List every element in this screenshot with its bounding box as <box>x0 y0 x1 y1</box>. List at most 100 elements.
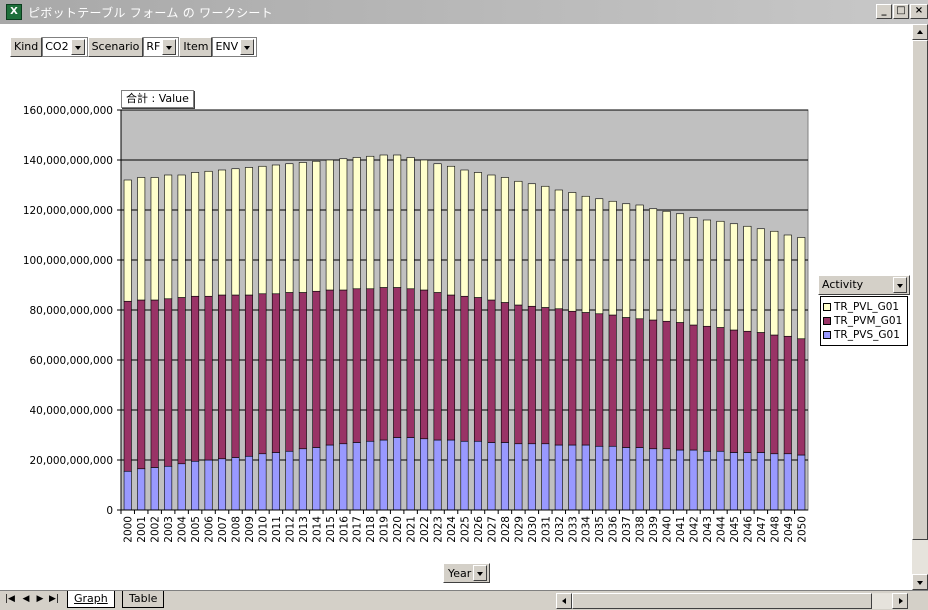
y-tick-label: 100,000,000,000 <box>23 255 113 267</box>
x-tick-label: 2002 <box>150 516 162 543</box>
bar-segment-pvl <box>298 162 307 293</box>
bar-segment-pvl <box>716 220 725 328</box>
x-tick-label: 2004 <box>177 516 189 543</box>
bar-segment-pvs <box>231 457 240 511</box>
tab-table[interactable]: Table <box>122 591 165 608</box>
bar-segment-pvl <box>123 179 132 302</box>
legend-label: TR_PVS_G01 <box>834 329 900 341</box>
y-tick-label: 160,000,000,000 <box>23 105 113 117</box>
legend-label: TR_PVL_G01 <box>834 301 900 313</box>
bar-segment-pvl <box>420 159 429 291</box>
bar-segment-pvl <box>676 213 685 323</box>
next-sheet-icon[interactable]: ▶ <box>36 594 44 604</box>
x-tick-label: 2044 <box>715 516 727 543</box>
bar-segment-pvs <box>218 458 227 511</box>
bar-segment-pvl <box>447 165 456 296</box>
y-tick-label: 120,000,000,000 <box>23 205 113 217</box>
x-tick-label: 2041 <box>675 516 687 543</box>
x-tick-label: 2038 <box>635 516 647 543</box>
x-tick-label: 2007 <box>217 516 229 543</box>
chevron-down-icon[interactable] <box>162 39 177 55</box>
bar-segment-pvl <box>231 168 240 296</box>
legend-label: TR_PVM_G01 <box>834 315 903 327</box>
y-tick-label: 140,000,000,000 <box>23 155 113 167</box>
tab-graph[interactable]: Graph <box>67 591 115 608</box>
filter-item-value: ENV <box>215 40 239 53</box>
bar-segment-pvm <box>797 338 806 456</box>
bar-segment-pvl <box>352 157 361 290</box>
x-tick-label: 2001 <box>136 516 148 543</box>
window-title: ピボットテーブル フォーム の ワークシート <box>28 6 273 20</box>
bar-segment-pvl <box>581 195 590 313</box>
bar-segment-pvs <box>541 443 550 511</box>
x-tick-label: 2037 <box>621 516 633 543</box>
scroll-right-arrow-icon[interactable] <box>892 593 908 609</box>
bar-segment-pvl <box>662 210 671 322</box>
bar-segment-pvl <box>393 154 402 288</box>
filter-kind-label[interactable]: Kind <box>10 37 43 57</box>
restore-button[interactable]: □ <box>893 4 909 19</box>
x-tick-label: 2000 <box>123 516 135 543</box>
bar-segment-pvs <box>379 439 388 511</box>
vertical-scroll-thumb[interactable] <box>912 40 928 540</box>
bar-segment-pvs <box>689 449 698 511</box>
bar-segment-pvl <box>649 208 658 321</box>
horizontal-scrollbar[interactable] <box>556 593 908 609</box>
bar-segment-pvm <box>352 288 361 443</box>
bar-segment-pvm <box>420 289 429 440</box>
chevron-down-icon[interactable] <box>893 277 907 293</box>
bar-segment-pvs <box>298 448 307 511</box>
legend-item: TR_PVL_G01 <box>823 300 905 314</box>
filter-scenario-select[interactable]: RF <box>143 37 180 57</box>
filter-scenario-label[interactable]: Scenario <box>87 37 144 57</box>
chevron-down-icon[interactable] <box>240 39 255 55</box>
bar-segment-pvm <box>191 295 200 462</box>
bar-segment-pvl <box>258 165 267 295</box>
x-tick-label: 2017 <box>352 516 364 543</box>
bar-segment-pvl <box>702 219 711 327</box>
filter-item-label[interactable]: Item <box>179 37 213 57</box>
bar-segment-pvl <box>689 217 698 326</box>
year-field-button[interactable]: Year <box>443 563 491 583</box>
y-tick-label: 40,000,000,000 <box>30 405 114 417</box>
bar-segment-pvs <box>460 440 469 511</box>
bar-segment-pvm <box>393 287 402 438</box>
bar-segment-pvm <box>581 312 590 446</box>
x-tick-label: 2023 <box>433 516 445 543</box>
bar-segment-pvl <box>312 160 321 292</box>
first-sheet-icon[interactable]: |◀ <box>5 594 15 604</box>
filter-scenario-value: RF <box>146 40 161 53</box>
scroll-left-arrow-icon[interactable] <box>556 593 572 609</box>
horizontal-scroll-thumb[interactable] <box>572 593 872 609</box>
data-field-button[interactable]: 合計 : Value <box>121 90 194 108</box>
bar-segment-pvl <box>325 159 334 291</box>
chevron-down-icon[interactable] <box>70 39 85 55</box>
bar-segment-pvm <box>487 299 496 443</box>
bar-segment-pvm <box>473 297 482 442</box>
bar-segment-pvm <box>218 294 227 460</box>
bar-segment-pvl <box>379 154 388 288</box>
bar-segment-pvs <box>568 444 577 511</box>
prev-sheet-icon[interactable]: ◀ <box>22 594 30 604</box>
x-tick-label: 2016 <box>338 516 350 543</box>
bar-segment-pvm <box>271 293 280 453</box>
legend-field-button[interactable]: Activity <box>818 275 910 295</box>
bar-segment-pvs <box>756 452 765 511</box>
bar-segment-pvs <box>366 440 375 511</box>
bar-segment-pvs <box>177 463 186 511</box>
bar-segment-pvs <box>500 442 509 511</box>
filter-kind-select[interactable]: CO2 <box>42 37 88 57</box>
bar-segment-pvl <box>500 177 509 303</box>
minimize-button[interactable]: _ <box>876 4 892 19</box>
vertical-scrollbar[interactable] <box>912 24 928 590</box>
chevron-down-icon[interactable] <box>473 565 488 581</box>
legend: TR_PVL_G01 TR_PVM_G01 TR_PVS_G01 <box>820 296 908 346</box>
scroll-down-arrow-icon[interactable] <box>912 574 928 590</box>
filter-item-select[interactable]: ENV <box>212 37 258 57</box>
last-sheet-icon[interactable]: ▶| <box>49 594 59 604</box>
stacked-bar-chart: 0 20,000,000,000 40,000,000,000 60,000,000,… <box>23 105 809 543</box>
bar-segment-pvm <box>379 287 388 441</box>
x-tick-label: 2036 <box>608 516 620 543</box>
scroll-up-arrow-icon[interactable] <box>912 24 928 40</box>
x-tick-label: 2010 <box>257 516 269 543</box>
